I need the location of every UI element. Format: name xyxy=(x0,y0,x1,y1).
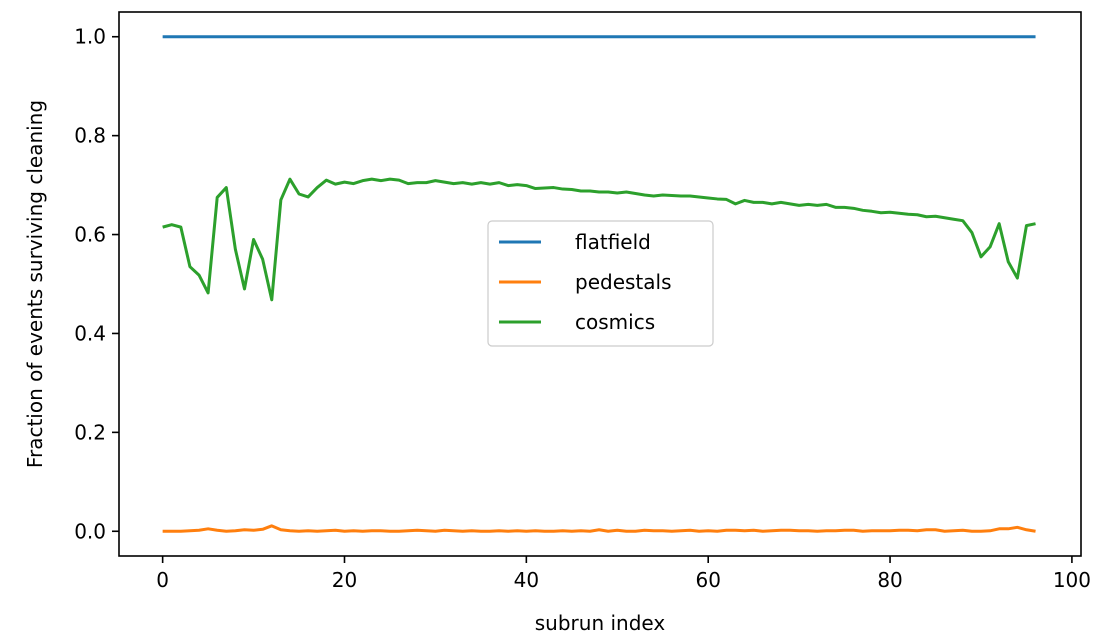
y-tick-label: 0.4 xyxy=(74,321,106,345)
legend-label-cosmics: cosmics xyxy=(575,310,655,334)
y-axis-label: Fraction of events surviving cleaning xyxy=(23,100,47,468)
y-tick-label: 0.2 xyxy=(74,420,106,444)
x-axis: 0 20 40 60 80 100 xyxy=(156,556,1091,592)
y-tick-label: 0.6 xyxy=(74,223,106,247)
y-tick-label: 0.0 xyxy=(74,519,106,543)
legend: flatfield pedestals cosmics xyxy=(487,220,714,347)
x-tick-label: 20 xyxy=(332,568,357,592)
x-tick-label: 60 xyxy=(695,568,720,592)
x-tick-label: 0 xyxy=(156,568,169,592)
y-axis: 0.0 0.2 0.4 0.6 0.8 1.0 xyxy=(74,25,119,543)
series-line-pedestals xyxy=(162,524,1036,533)
legend-label-pedestals: pedestals xyxy=(575,270,672,294)
x-tick-label: 40 xyxy=(514,568,539,592)
y-tick-label: 0.8 xyxy=(74,124,106,148)
x-tick-label: 100 xyxy=(1053,568,1091,592)
x-tick-label: 80 xyxy=(877,568,902,592)
axes-frame xyxy=(118,11,1082,557)
legend-label-flatfield: flatfield xyxy=(575,230,651,254)
series-line-cosmics xyxy=(162,177,1036,302)
x-axis-label: subrun index xyxy=(535,611,666,635)
legend-box xyxy=(487,220,714,347)
y-tick-label: 1.0 xyxy=(74,25,106,49)
plot-area xyxy=(162,35,1036,533)
